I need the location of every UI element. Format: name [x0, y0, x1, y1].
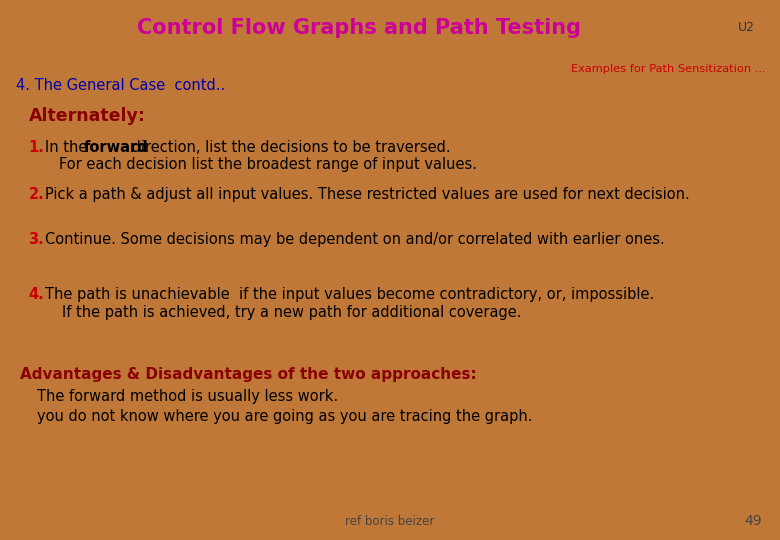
Text: 49: 49: [744, 514, 761, 528]
Text: Continue. Some decisions may be dependent on and/or correlated with earlier ones: Continue. Some decisions may be dependen…: [44, 232, 665, 247]
Text: The forward method is usually less work.: The forward method is usually less work.: [37, 389, 338, 404]
Text: Advantages & Disadvantages of the two approaches:: Advantages & Disadvantages of the two ap…: [20, 367, 477, 382]
Text: In the: In the: [44, 140, 91, 154]
Text: For each decision list the broadest range of input values.: For each decision list the broadest rang…: [58, 157, 477, 172]
Text: If the path is achieved, try a new path for additional coverage.: If the path is achieved, try a new path …: [62, 305, 521, 320]
Text: The path is unachievable  if the input values become contradictory, or, impossib: The path is unachievable if the input va…: [44, 287, 654, 302]
Text: Pick a path & adjust all input values. These restricted values are used for next: Pick a path & adjust all input values. T…: [44, 187, 690, 202]
Text: Examples for Path Sensitization ...: Examples for Path Sensitization ...: [571, 64, 766, 75]
Text: U2: U2: [738, 21, 754, 34]
Text: Alternately:: Alternately:: [28, 106, 145, 125]
Text: 4.: 4.: [28, 287, 44, 302]
Text: you do not know where you are going as you are tracing the graph.: you do not know where you are going as y…: [37, 409, 532, 424]
Text: 1.: 1.: [28, 140, 44, 154]
Text: Control Flow Graphs and Path Testing: Control Flow Graphs and Path Testing: [137, 17, 581, 38]
Text: 3.: 3.: [28, 232, 44, 247]
Text: 2.: 2.: [28, 187, 44, 202]
Text: forward: forward: [83, 140, 148, 154]
Text: 4. The General Case  contd..: 4. The General Case contd..: [16, 78, 225, 93]
Text: ref boris beizer: ref boris beizer: [346, 515, 434, 528]
Text: direction, list the decisions to be traversed.: direction, list the decisions to be trav…: [127, 140, 451, 154]
